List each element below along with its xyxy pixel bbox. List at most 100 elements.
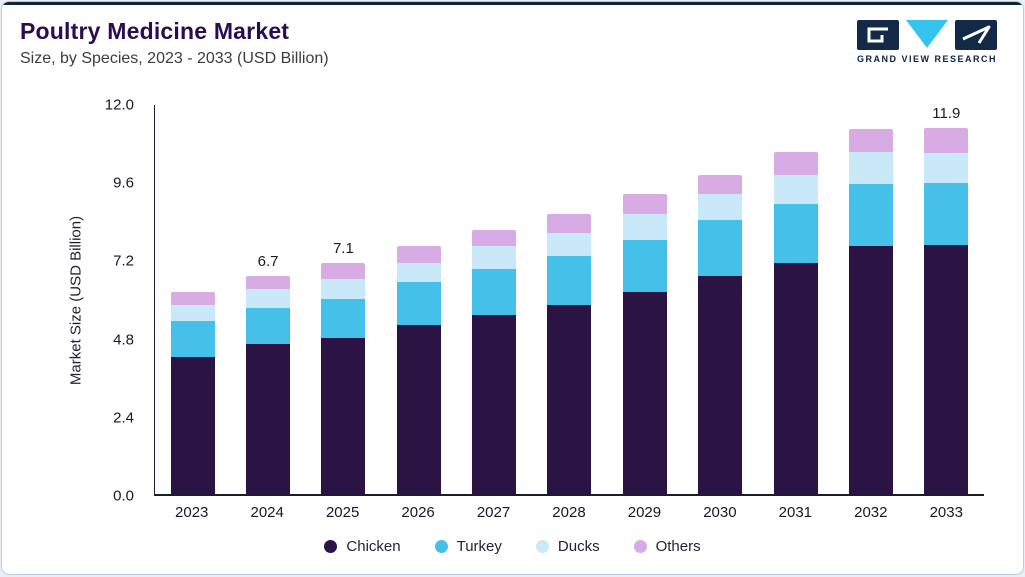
bar-2032: [833, 105, 908, 494]
segment-ducks-2028: [547, 233, 592, 257]
segment-ducks-2024: [246, 288, 291, 309]
segment-ducks-2023: [170, 305, 215, 322]
segment-turkey-2024: [246, 308, 291, 345]
legend-item-ducks: Ducks: [535, 538, 600, 555]
y-tick-label: 2.4: [113, 409, 134, 427]
legend-swatch: [434, 540, 448, 553]
segment-others-2024: [246, 275, 291, 289]
x-axis-label: 2032: [854, 504, 888, 521]
x-axis-label: 2033: [929, 504, 963, 521]
segment-others-2026: [396, 246, 441, 263]
segment-ducks-2027: [472, 246, 517, 270]
bar-2026: [381, 105, 456, 494]
segment-chicken-2026: [396, 324, 441, 494]
segment-others-2025: [321, 262, 366, 279]
y-tick-label: 4.8: [113, 331, 134, 349]
legend-item-chicken: Chicken: [324, 538, 401, 555]
bar-2023: [155, 105, 230, 494]
x-axis-label: 2026: [401, 504, 435, 521]
segment-turkey-2025: [321, 298, 366, 338]
segment-ducks-2029: [622, 213, 667, 240]
bar-2027: [456, 105, 531, 494]
bar-2028: [532, 105, 607, 494]
bar-2025: 7.1: [306, 105, 381, 494]
page-subtitle: Size, by Species, 2023 - 2033 (USD Billi…: [20, 50, 329, 67]
x-axis-labels: 2023 2024 2025 2026 2027 2028 2029 2030 2031 2032…: [154, 504, 984, 521]
bar-value-label: 7.1: [332, 239, 354, 257]
segment-others-2028: [547, 213, 592, 234]
segment-turkey-2029: [622, 239, 667, 292]
legend: Chicken Turkey Ducks Others: [2, 538, 1023, 555]
segment-chicken-2025: [321, 337, 366, 494]
legend-swatch: [324, 540, 338, 553]
segment-turkey-2031: [773, 204, 818, 263]
brand-logo-icon: [857, 20, 997, 50]
bar-2031: [758, 105, 833, 494]
legend-label: Chicken: [346, 538, 401, 555]
header: Poultry Medicine Market Size, by Species…: [2, 5, 1023, 68]
brand-logo: GRAND VIEW RESEARCH: [855, 18, 999, 64]
legend-label: Ducks: [557, 538, 600, 555]
stacked-bar-chart: Market Size (USD Billion) 0.0 2.4 4.8 7.2 9.…: [2, 90, 1023, 574]
segment-chicken-2032: [848, 246, 893, 494]
segment-turkey-2032: [848, 184, 893, 247]
segment-others-2023: [170, 292, 215, 306]
x-axis-label: 2031: [778, 504, 813, 521]
page-title: Poultry Medicine Market: [20, 18, 290, 44]
segment-chicken-2030: [698, 275, 743, 494]
legend-item-others: Others: [633, 538, 701, 555]
segment-ducks-2026: [396, 262, 441, 283]
bar-2030: [683, 105, 758, 494]
title-block: Poultry Medicine Market Size, by Species…: [20, 18, 329, 68]
segment-others-2031: [773, 151, 818, 175]
y-tick-label: 7.2: [113, 252, 134, 270]
segment-turkey-2023: [170, 321, 215, 358]
segment-chicken-2023: [170, 357, 215, 494]
bar-2033: 11.9: [909, 105, 984, 494]
segment-others-2027: [472, 230, 517, 247]
segment-chicken-2024: [246, 344, 291, 494]
x-axis-label: 2027: [476, 504, 511, 521]
segment-turkey-2026: [396, 282, 441, 325]
x-axis-label: 2024: [250, 504, 284, 521]
segment-chicken-2029: [622, 291, 667, 494]
legend-item-turkey: Turkey: [434, 538, 502, 555]
segment-ducks-2025: [321, 278, 366, 299]
bar-2029: [607, 105, 682, 494]
bar-value-label: 6.7: [257, 252, 279, 270]
legend-label: Turkey: [456, 538, 502, 555]
brand-name: GRAND VIEW RESEARCH: [856, 54, 997, 64]
segment-ducks-2031: [773, 174, 818, 205]
segment-others-2033: [924, 128, 969, 153]
x-axis-label: 2030: [703, 504, 737, 521]
legend-label: Others: [655, 538, 701, 555]
segment-turkey-2027: [472, 269, 517, 315]
card-top-border: [2, 2, 1023, 5]
plot-area: 6.7 7.1 11.9: [154, 105, 984, 496]
x-axis-label: 2023: [175, 504, 209, 521]
segment-ducks-2032: [848, 151, 893, 185]
legend-swatch: [633, 540, 647, 553]
bar-value-label: 11.9: [932, 105, 961, 122]
segment-turkey-2030: [698, 220, 743, 276]
legend-swatch: [535, 540, 549, 553]
x-axis-label: 2028: [552, 504, 586, 521]
segment-chicken-2027: [472, 314, 517, 494]
x-axis-label: 2029: [627, 504, 662, 521]
y-tick-label: 9.6: [113, 174, 134, 192]
segment-others-2029: [622, 194, 667, 214]
segment-chicken-2031: [773, 262, 818, 494]
x-axis-label: 2025: [325, 504, 360, 521]
segment-others-2032: [848, 129, 893, 152]
segment-others-2030: [698, 174, 743, 195]
segment-turkey-2028: [547, 256, 592, 306]
segment-chicken-2033: [924, 244, 969, 494]
y-axis-ticks: 0.0 2.4 4.8 7.2 9.6 12.0: [90, 97, 144, 505]
y-tick-label: 0.0: [113, 487, 134, 505]
segment-ducks-2030: [698, 194, 743, 221]
y-axis-title: Market Size (USD Billion): [67, 215, 85, 386]
segment-ducks-2033: [924, 152, 969, 184]
y-tick-label: 12.0: [104, 96, 134, 114]
segment-chicken-2028: [547, 305, 592, 494]
